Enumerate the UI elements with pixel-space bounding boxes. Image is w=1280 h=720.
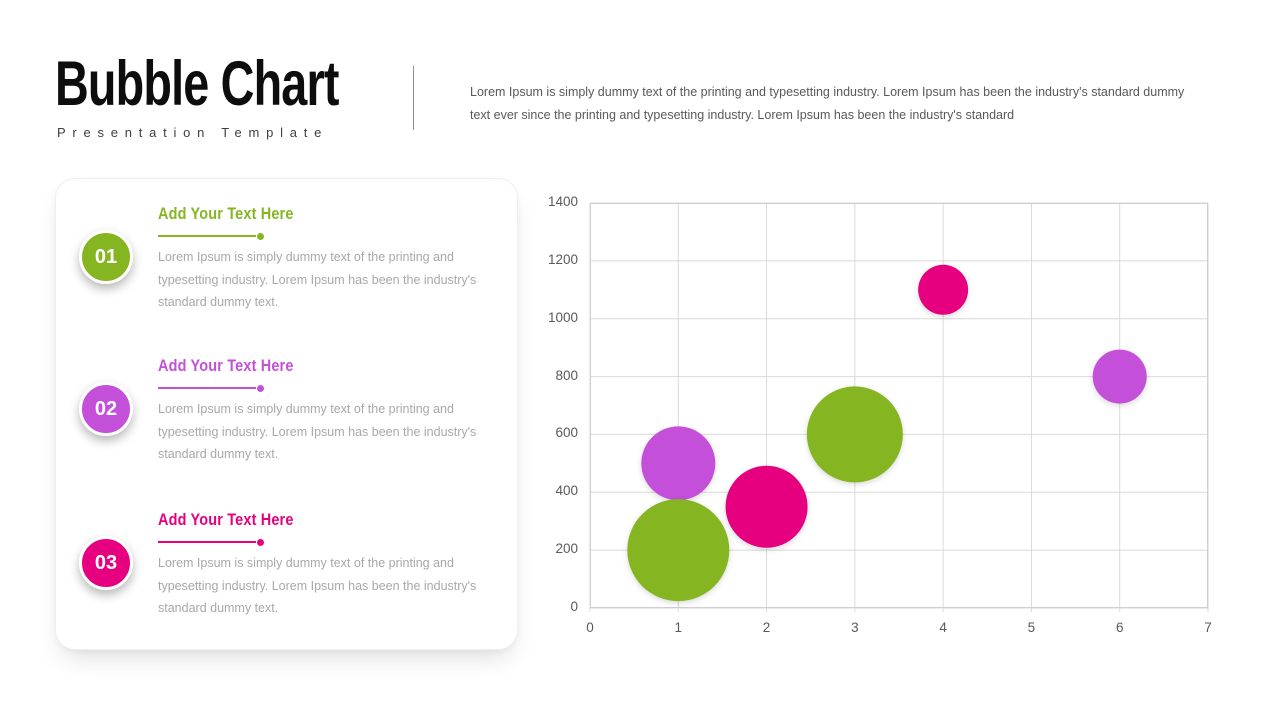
x-axis-tick-label: 2	[762, 620, 771, 635]
item-content: Add Your Text Here Lorem Ipsum is simply…	[158, 510, 488, 620]
y-axis-tick-label: 1400	[547, 194, 578, 209]
y-axis-tick-label: 0	[570, 599, 578, 614]
plot-border	[590, 203, 1208, 608]
page-subtitle: Presentation Template	[57, 125, 329, 140]
bubble-pink-0	[725, 465, 808, 548]
x-axis-tick-label: 0	[586, 620, 594, 635]
y-axis-tick-label: 600	[555, 425, 578, 441]
item-divider	[158, 384, 264, 392]
item-body: Lorem Ipsum is simply dummy text of the …	[158, 250, 477, 309]
item-body: Lorem Ipsum is simply dummy text of the …	[158, 556, 477, 615]
item-divider	[158, 232, 264, 240]
x-axis-tick-label: 7	[1204, 620, 1212, 635]
x-axis-labels: 0 1 2 3 4 5 6 7	[586, 620, 1212, 640]
header-description: Lorem Ipsum is simply dummy text of the …	[470, 85, 1185, 122]
y-axis-tick-label: 1200	[547, 251, 578, 267]
x-axis-tick-label: 4	[939, 620, 947, 635]
bubble-pink-1	[918, 264, 969, 315]
bubble-chart: 0 200 400 600 800 1000 1200 1400 0 1 2 3 4 5 6 7	[548, 194, 1212, 635]
item-heading: Add Your Text Here	[158, 356, 294, 375]
header-divider	[413, 66, 414, 130]
item-number-badge: 02	[79, 382, 133, 436]
y-axis-tick-label: 200	[555, 541, 578, 557]
y-axis-tick-label: 1000	[547, 309, 578, 325]
x-axis-tick-label: 5	[1027, 620, 1036, 635]
y-axis-tick-label: 800	[555, 367, 578, 383]
divider-dot	[257, 232, 264, 240]
bubble-purple-0	[641, 426, 716, 501]
x-axis-tick-label: 3	[851, 620, 859, 635]
item-content: Add Your Text Here Lorem Ipsum is simply…	[158, 356, 488, 466]
item-divider	[158, 538, 264, 546]
text-panel: 01 Add Your Text Here Lorem Ipsum is sim…	[55, 178, 518, 650]
item-number: 02	[94, 397, 118, 420]
bubble-green-1	[806, 386, 903, 483]
item-heading: Add Your Text Here	[158, 204, 294, 223]
divider-dot	[257, 384, 264, 392]
y-axis-labels: 0 200 400 600 800 1000 1200 1400	[520, 194, 578, 614]
divider-dot	[257, 538, 264, 546]
chart-plot-area	[589, 202, 1209, 612]
x-axis-tick-label: 1	[674, 620, 683, 635]
item-number-badge: 01	[79, 230, 133, 284]
page-title: Bubble Chart	[55, 49, 339, 120]
item-heading: Add Your Text Here	[158, 510, 294, 529]
item-number: 03	[94, 551, 118, 574]
x-axis-tick-label: 6	[1115, 620, 1124, 635]
item-number: 01	[94, 245, 118, 268]
item-body: Lorem Ipsum is simply dummy text of the …	[158, 402, 477, 461]
item-content: Add Your Text Here Lorem Ipsum is simply…	[158, 204, 488, 314]
item-number-badge: 03	[79, 536, 133, 590]
bubble-purple-1	[1092, 349, 1147, 404]
bubble-green-0	[627, 499, 730, 602]
y-axis-tick-label: 400	[555, 483, 578, 499]
